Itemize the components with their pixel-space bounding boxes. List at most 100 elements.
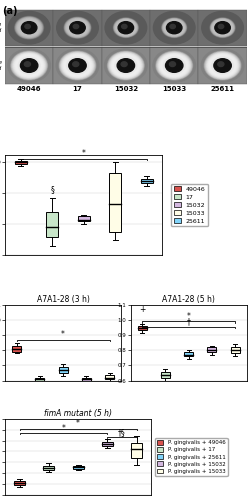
Circle shape bbox=[205, 52, 240, 80]
Text: §: § bbox=[50, 185, 54, 194]
Circle shape bbox=[12, 52, 47, 80]
Bar bbox=[15, 161, 27, 164]
Text: +: + bbox=[139, 304, 145, 314]
Bar bbox=[82, 378, 91, 380]
Circle shape bbox=[14, 54, 44, 78]
Circle shape bbox=[158, 53, 190, 78]
Circle shape bbox=[65, 18, 90, 37]
Circle shape bbox=[70, 22, 85, 34]
Circle shape bbox=[209, 55, 236, 76]
Circle shape bbox=[115, 19, 137, 36]
Circle shape bbox=[218, 24, 224, 28]
Circle shape bbox=[19, 20, 39, 36]
Circle shape bbox=[66, 57, 89, 74]
Circle shape bbox=[13, 53, 45, 78]
Circle shape bbox=[117, 21, 134, 34]
Circle shape bbox=[20, 58, 39, 73]
Circle shape bbox=[56, 49, 99, 82]
Bar bbox=[131, 443, 142, 458]
Circle shape bbox=[213, 58, 232, 73]
Circle shape bbox=[115, 57, 137, 74]
Circle shape bbox=[210, 18, 235, 38]
Bar bbox=[53, 48, 102, 84]
Circle shape bbox=[165, 58, 183, 72]
Circle shape bbox=[164, 20, 184, 36]
Circle shape bbox=[204, 51, 241, 80]
Circle shape bbox=[206, 52, 239, 78]
Circle shape bbox=[112, 55, 139, 76]
Circle shape bbox=[215, 22, 231, 34]
Circle shape bbox=[62, 53, 93, 78]
Circle shape bbox=[24, 62, 31, 66]
Circle shape bbox=[162, 56, 186, 75]
Circle shape bbox=[166, 22, 182, 34]
Circle shape bbox=[154, 12, 195, 44]
Circle shape bbox=[213, 20, 233, 36]
Circle shape bbox=[153, 49, 195, 82]
Text: *: * bbox=[62, 424, 65, 432]
Circle shape bbox=[165, 20, 183, 34]
Bar bbox=[78, 216, 90, 221]
Circle shape bbox=[211, 18, 234, 37]
Circle shape bbox=[163, 19, 185, 36]
Circle shape bbox=[21, 22, 37, 34]
Circle shape bbox=[68, 20, 87, 35]
Text: †§: †§ bbox=[118, 428, 126, 437]
Circle shape bbox=[165, 58, 184, 73]
Text: (a): (a) bbox=[2, 6, 18, 16]
Circle shape bbox=[121, 62, 127, 66]
Circle shape bbox=[116, 58, 136, 74]
Circle shape bbox=[218, 62, 224, 66]
Bar bbox=[35, 378, 44, 380]
Bar bbox=[109, 174, 121, 232]
Bar bbox=[46, 212, 58, 236]
Title: A7A1-28 (5 h): A7A1-28 (5 h) bbox=[162, 295, 215, 304]
Circle shape bbox=[212, 58, 233, 74]
Circle shape bbox=[16, 55, 43, 76]
Circle shape bbox=[64, 18, 91, 38]
Circle shape bbox=[116, 20, 136, 36]
Bar bbox=[73, 466, 84, 469]
Text: 49046: 49046 bbox=[17, 86, 41, 92]
Text: *: * bbox=[76, 420, 80, 428]
Circle shape bbox=[66, 19, 89, 36]
Circle shape bbox=[166, 21, 183, 34]
Circle shape bbox=[67, 58, 88, 74]
Circle shape bbox=[170, 24, 175, 28]
Circle shape bbox=[109, 52, 143, 78]
Circle shape bbox=[113, 56, 139, 76]
Circle shape bbox=[107, 51, 144, 80]
Circle shape bbox=[59, 51, 96, 80]
Title: fimA mutant (5 h): fimA mutant (5 h) bbox=[44, 409, 112, 418]
Circle shape bbox=[116, 20, 136, 36]
Circle shape bbox=[67, 20, 88, 36]
Circle shape bbox=[19, 20, 40, 36]
Circle shape bbox=[116, 58, 135, 73]
Circle shape bbox=[113, 18, 138, 38]
Circle shape bbox=[61, 52, 94, 78]
Circle shape bbox=[65, 56, 90, 76]
Circle shape bbox=[169, 62, 176, 66]
Circle shape bbox=[161, 56, 187, 76]
Bar bbox=[150, 48, 198, 84]
Circle shape bbox=[110, 53, 142, 78]
Circle shape bbox=[69, 58, 86, 72]
Circle shape bbox=[18, 57, 40, 74]
Circle shape bbox=[164, 20, 185, 36]
Text: *: * bbox=[61, 330, 65, 340]
Circle shape bbox=[69, 22, 86, 34]
Circle shape bbox=[214, 20, 232, 34]
Circle shape bbox=[20, 21, 38, 34]
Circle shape bbox=[163, 57, 185, 74]
Bar bbox=[102, 442, 113, 446]
Circle shape bbox=[8, 12, 50, 44]
Circle shape bbox=[162, 18, 187, 38]
Circle shape bbox=[60, 52, 95, 80]
Circle shape bbox=[215, 22, 230, 34]
Circle shape bbox=[166, 22, 182, 34]
Circle shape bbox=[212, 19, 234, 36]
Circle shape bbox=[18, 57, 40, 74]
Circle shape bbox=[210, 56, 235, 76]
Bar bbox=[138, 326, 147, 330]
Circle shape bbox=[160, 54, 188, 76]
